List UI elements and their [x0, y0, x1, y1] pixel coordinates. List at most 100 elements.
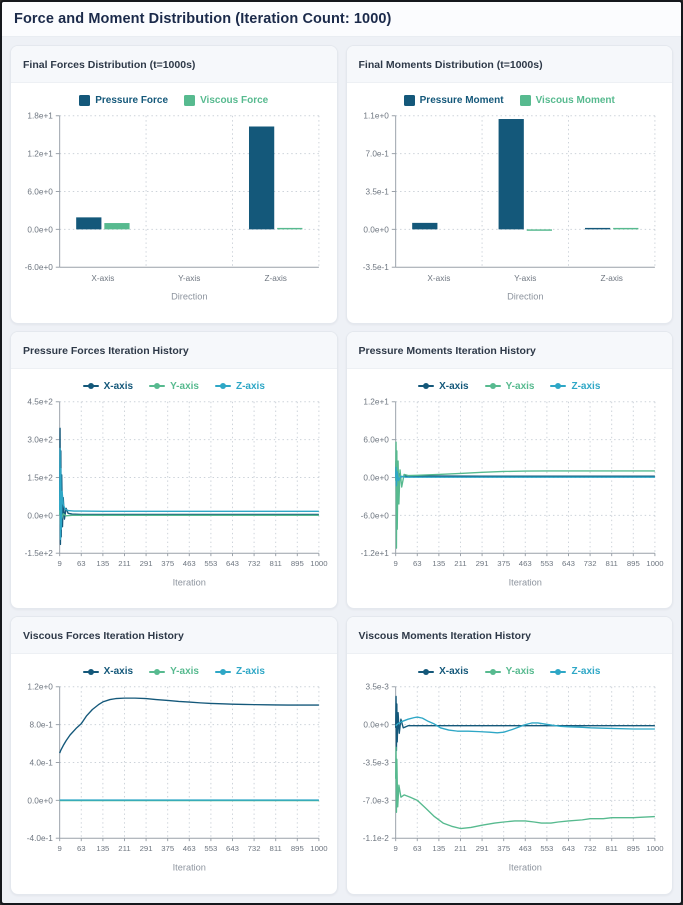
- svg-text:1000: 1000: [646, 844, 663, 853]
- legend-item-x-axis[interactable]: X-axis: [82, 666, 134, 678]
- legend-item-pressure-moment[interactable]: Pressure Moment: [403, 95, 504, 106]
- legend-item-x-axis[interactable]: X-axis: [418, 380, 469, 392]
- chart-legend: X-axis Y-axis Z-axis: [418, 381, 600, 392]
- legend-bar-swatch-icon: [79, 95, 91, 106]
- legend-dot-icon: [489, 383, 496, 390]
- svg-text:643: 643: [226, 559, 239, 568]
- svg-text:135: 135: [432, 559, 445, 568]
- svg-text:Y-axis: Y-axis: [178, 274, 200, 283]
- svg-text:811: 811: [270, 844, 282, 853]
- svg-text:463: 463: [518, 559, 531, 568]
- panel-header: Viscous Forces Iteration History: [11, 617, 337, 655]
- svg-text:811: 811: [605, 844, 617, 853]
- svg-text:375: 375: [161, 844, 174, 853]
- svg-text:1.2e+0: 1.2e+0: [27, 683, 53, 692]
- svg-text:1000: 1000: [310, 844, 327, 853]
- svg-text:-1.5e+2: -1.5e+2: [25, 549, 54, 558]
- legend-line-marker-icon: [550, 668, 567, 675]
- svg-text:X-axis: X-axis: [427, 274, 450, 283]
- panel-header: Final Forces Distribution (t=1000s): [11, 46, 337, 83]
- pressure-forces-line-chart[interactable]: -1.5e+2 0.0e+0 1.5e+2 3.0e+2 4.5e+2 9 63 135 211…: [15, 394, 333, 601]
- legend-item-x-axis[interactable]: X-axis: [418, 666, 469, 677]
- legend-label: Y-axis: [505, 380, 535, 392]
- svg-text:9: 9: [58, 559, 62, 568]
- svg-text:Iteration: Iteration: [508, 577, 541, 587]
- legend-line-marker-icon: [418, 383, 435, 390]
- viscous-moments-line-chart[interactable]: -1.1e-2 -7.0e-3 -3.5e-3 0.0e+0 3.5e-3 9 63 135 2…: [351, 679, 669, 886]
- svg-text:1.1e+0: 1.1e+0: [363, 112, 389, 121]
- panel-body: Pressure Moment Viscous Moment -3.5e-1 0.0…: [347, 83, 673, 323]
- svg-text:1000: 1000: [310, 559, 327, 568]
- svg-text:-6.0e+0: -6.0e+0: [25, 263, 54, 272]
- legend-item-z-axis[interactable]: Z-axis: [214, 381, 265, 392]
- panel-title: Final Moments Distribution (t=1000s): [358, 59, 543, 71]
- svg-text:463: 463: [518, 844, 531, 853]
- legend-item-z-axis[interactable]: Z-axis: [214, 666, 265, 677]
- legend-item-z-axis[interactable]: Z-axis: [550, 666, 600, 677]
- legend-label: Z-axis: [571, 380, 601, 392]
- svg-text:Iteration: Iteration: [508, 863, 541, 873]
- panel-header: Pressure Moments Iteration History: [346, 331, 672, 369]
- svg-text:895: 895: [291, 559, 304, 568]
- panel-viscous-forces-history: Viscous Forces Iteration History X-axis Y…: [10, 616, 338, 895]
- legend-line-marker-icon: [149, 383, 166, 390]
- legend-item-z-axis[interactable]: Z-axis: [550, 381, 600, 392]
- legend-item-y-axis[interactable]: Y-axis: [149, 381, 199, 392]
- legend-dot-icon: [489, 668, 496, 675]
- svg-text:Z-axis: Z-axis: [600, 274, 622, 283]
- svg-text:1000: 1000: [646, 559, 663, 568]
- legend-item-viscous-moment[interactable]: Viscous Moment: [519, 95, 615, 106]
- svg-text:375: 375: [497, 559, 510, 568]
- svg-text:211: 211: [454, 844, 466, 853]
- legend-label: Pressure Force: [95, 95, 169, 106]
- legend-dot-icon: [219, 668, 226, 675]
- svg-text:0.0e+0: 0.0e+0: [27, 511, 53, 520]
- legend-line-marker-icon: [214, 668, 231, 675]
- svg-text:3.0e+2: 3.0e+2: [27, 435, 53, 444]
- final-forces-bar-chart[interactable]: -6.0e+0 0.0e+0 6.0e+0 1.2e+1 1.8e+1 X-axis Y-a…: [15, 108, 333, 315]
- legend-dot-icon: [423, 383, 430, 390]
- legend-item-x-axis[interactable]: X-axis: [82, 380, 134, 392]
- viscous-forces-line-chart[interactable]: -4.0e-1 0.0e+0 4.0e-1 8.0e-1 1.2e+0 9 63 135 211…: [15, 679, 333, 886]
- legend-item-viscous-force[interactable]: Viscous Force: [184, 95, 268, 106]
- legend-dot-icon: [154, 668, 161, 675]
- legend-item-y-axis[interactable]: Y-axis: [149, 666, 199, 677]
- svg-text:0.0e+0: 0.0e+0: [27, 797, 53, 806]
- pressure-moments-line-chart[interactable]: -1.2e+1 -6.0e+0 0.0e+0 6.0e+0 1.2e+1 9 63 135 21…: [351, 394, 669, 601]
- svg-text:553: 553: [540, 844, 553, 853]
- svg-text:211: 211: [454, 559, 466, 568]
- svg-text:291: 291: [475, 844, 488, 853]
- legend-label: X-axis: [103, 380, 134, 392]
- charts-grid: Final Forces Distribution (t=1000s) Pres…: [2, 37, 681, 903]
- svg-text:-3.5e-1: -3.5e-1: [362, 263, 389, 272]
- svg-text:-1.1e-2: -1.1e-2: [362, 834, 389, 843]
- legend-item-pressure-force[interactable]: Pressure Force: [79, 95, 168, 106]
- legend-item-y-axis[interactable]: Y-axis: [484, 380, 535, 392]
- svg-text:0.0e+0: 0.0e+0: [363, 721, 389, 730]
- panel-pressure-forces-history: Pressure Forces Iteration History X-axis…: [10, 330, 338, 610]
- svg-text:9: 9: [393, 844, 397, 853]
- legend-label: Viscous Force: [200, 95, 269, 106]
- final-moments-bar-chart[interactable]: -3.5e-1 0.0e+0 3.5e-1 7.0e-1 1.1e+0 X-axis Y-a…: [351, 108, 669, 315]
- svg-text:463: 463: [183, 844, 196, 853]
- svg-text:Z-axis: Z-axis: [264, 274, 286, 283]
- legend-dot-icon: [423, 668, 430, 675]
- svg-text:-3.5e-3: -3.5e-3: [362, 759, 389, 768]
- panel-body: Pressure Force Viscous Force -6.0e+0 0.0e+…: [11, 83, 337, 323]
- svg-text:553: 553: [204, 559, 217, 568]
- legend-line-marker-icon: [484, 383, 501, 390]
- panel-body: X-axis Y-axis Z-axis -1.5e+2 0.0e+0 1.5e+2 3.…: [11, 369, 337, 609]
- legend-label: X-axis: [103, 666, 134, 678]
- chart-legend: Pressure Force Viscous Force: [79, 95, 268, 106]
- legend-label: X-axis: [439, 380, 469, 392]
- svg-text:643: 643: [562, 559, 575, 568]
- panel-final-forces-distribution: Final Forces Distribution (t=1000s) Pres…: [10, 45, 338, 324]
- svg-text:135: 135: [96, 844, 109, 853]
- svg-text:4.5e+2: 4.5e+2: [27, 397, 53, 406]
- svg-text:375: 375: [161, 559, 174, 568]
- legend-bar-swatch-icon: [403, 95, 415, 106]
- svg-text:895: 895: [626, 844, 639, 853]
- legend-item-y-axis[interactable]: Y-axis: [484, 666, 534, 677]
- panel-title: Pressure Moments Iteration History: [358, 344, 536, 357]
- svg-text:6.0e+0: 6.0e+0: [27, 187, 53, 196]
